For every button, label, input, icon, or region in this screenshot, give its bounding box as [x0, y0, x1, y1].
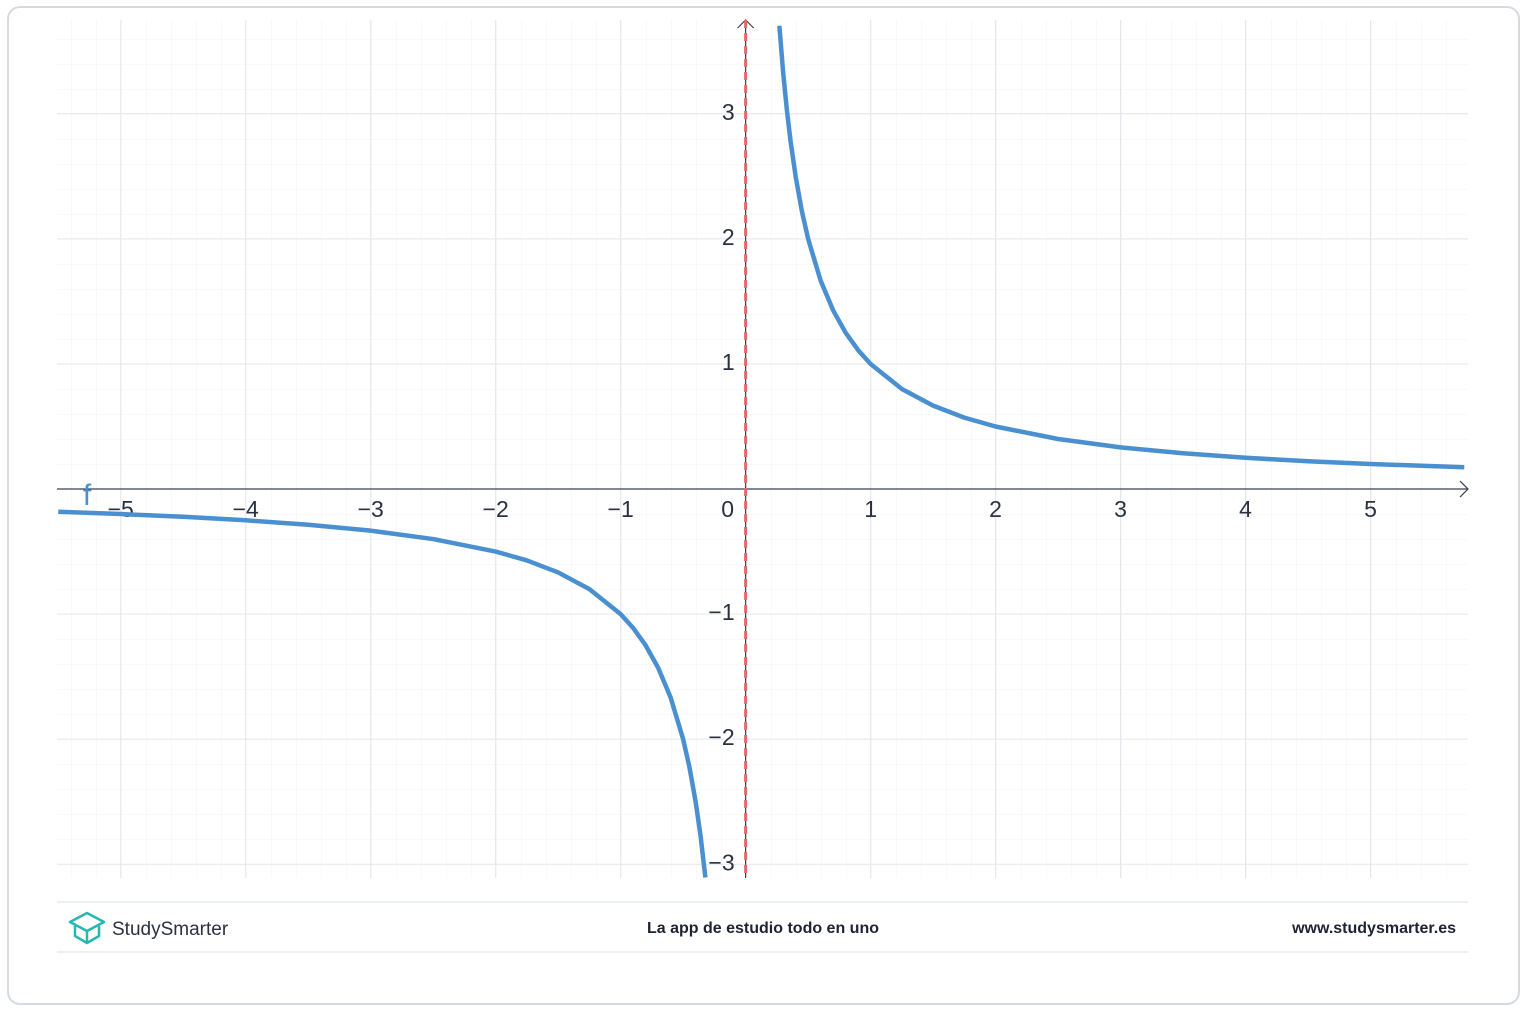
x-tick-label: −5 — [108, 496, 134, 522]
minor-grid — [57, 20, 1468, 878]
logo — [68, 911, 106, 945]
x-tick-label: 3 — [1114, 496, 1127, 522]
brand: StudySmarter — [112, 919, 229, 940]
tagline: La app de estudio todo en uno — [647, 920, 879, 937]
x-axis-arrow — [1459, 480, 1469, 498]
y-tick-label: 2 — [722, 224, 735, 250]
x-tick-label: 5 — [1364, 496, 1377, 522]
function-curve — [58, 25, 1465, 878]
y-tick-label: −1 — [708, 599, 734, 625]
x-tick-label: 1 — [864, 496, 877, 522]
x-tick-label: 2 — [989, 496, 1002, 522]
y-tick-label: 1 — [722, 349, 735, 375]
y-tick-label: −2 — [708, 724, 734, 750]
x-tick-label: −2 — [483, 496, 509, 522]
x-tick-label: −3 — [358, 496, 384, 522]
x-tick-label: 0 — [721, 496, 734, 522]
series-label: f — [83, 479, 92, 512]
url: www.studysmarter.es — [1291, 920, 1456, 937]
y-tick-label: 3 — [722, 99, 735, 125]
x-tick-label: −1 — [608, 496, 634, 522]
x-tick-label: 4 — [1239, 496, 1252, 522]
y-tick-label: −3 — [708, 849, 734, 875]
